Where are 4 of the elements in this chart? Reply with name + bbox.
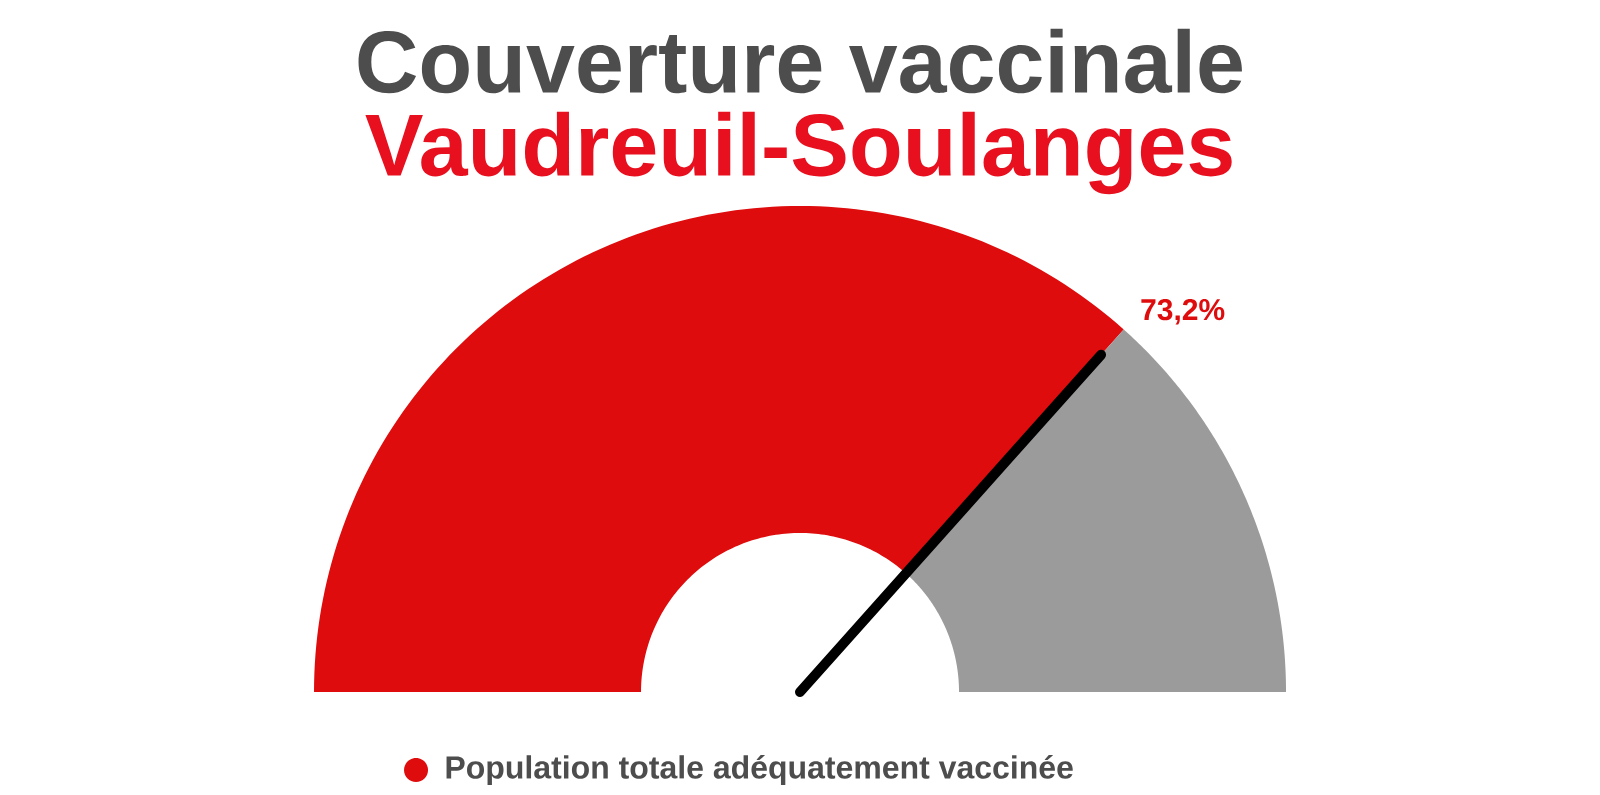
legend-label: Population totale adéquatement vaccinée <box>446 754 1073 786</box>
data-label: 73,2% <box>1141 298 1225 325</box>
chart-title: Couverture vaccinale <box>358 28 1242 94</box>
chart-subtitle: Vaudreuil-Soulanges <box>365 111 1232 195</box>
